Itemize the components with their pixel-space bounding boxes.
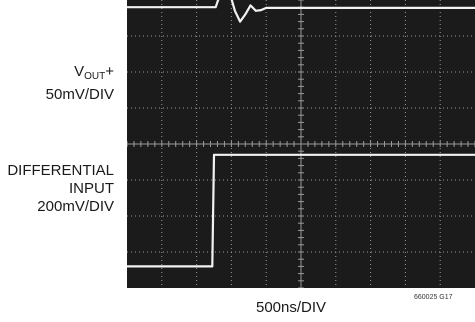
graticule — [127, 0, 475, 288]
vout-scale-label: 50mV/DIV — [45, 86, 114, 103]
input-trace — [127, 153, 475, 268]
input-label-line2: INPUT — [69, 180, 114, 197]
input-label-line1: DIFFERENTIAL — [7, 162, 114, 179]
input-channel-label: DIFFERENTIAL INPUT 200mV/DIV — [7, 162, 114, 216]
vout-trace — [127, 0, 475, 23]
vout-label-main: V — [74, 63, 85, 80]
oscilloscope-screen — [127, 0, 475, 288]
vout-label-suffix: + — [105, 63, 114, 80]
figure-id: 660025 G17 — [414, 294, 453, 301]
vout-channel-label: VOUT+ 50mV/DIV — [46, 63, 114, 104]
input-scale-label: 200mV/DIV — [37, 198, 114, 215]
x-axis-label: 500ns/DIV — [256, 299, 327, 316]
traces — [127, 0, 475, 268]
vout-label-sub: OUT — [84, 71, 106, 82]
